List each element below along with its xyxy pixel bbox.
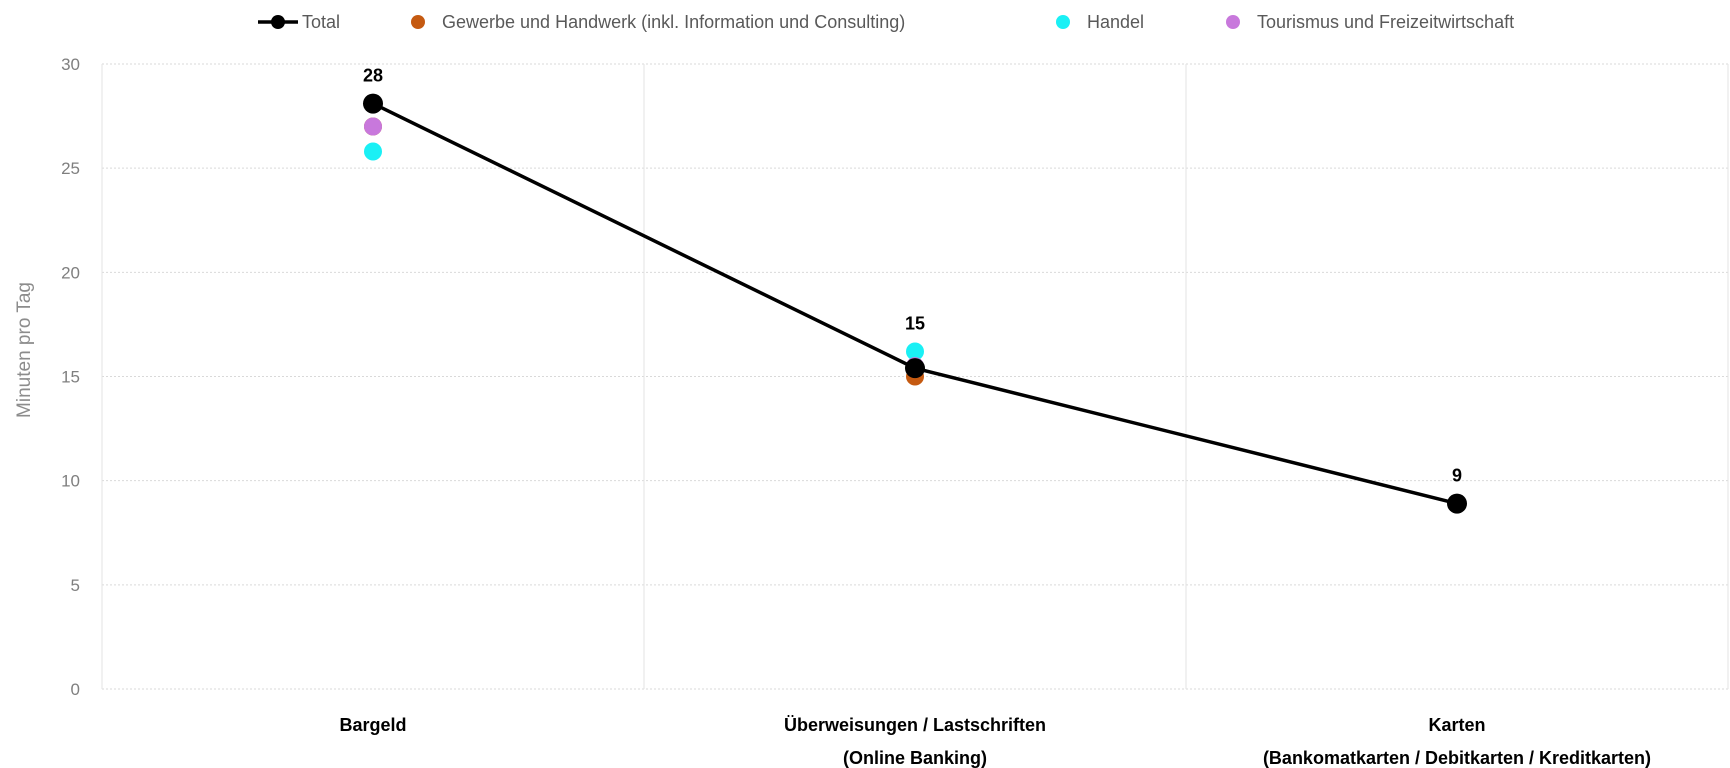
point-total-1 [905, 358, 925, 379]
legend-swatch-handel [1056, 15, 1070, 29]
point-total-2 [1447, 493, 1467, 514]
legend-label-gewerbe-und-handwerk-inkl-information-und-consulting: Gewerbe und Handwerk (inkl. Information … [442, 12, 905, 32]
series-layer [363, 93, 1467, 514]
legend-swatch-gewerbe-und-handwerk-inkl-information-und-consulting [411, 15, 425, 29]
y-axis-ticks: 0 5 10 15 20 25 30 [61, 55, 80, 699]
y-tick-label-20: 20 [61, 263, 80, 282]
point-tourismus-und-freizeitwirtschaft-0 [364, 117, 382, 136]
data-labels: 28 15 9 [363, 66, 1462, 486]
point-handel-0 [364, 142, 382, 161]
data-label-total-1: 15 [905, 314, 925, 334]
x-category-label-0-0: Bargeld [339, 715, 406, 735]
x-category-label-2-1: (Bankomatkarten / Debitkarten / Kreditka… [1263, 748, 1651, 768]
legend-swatch-marker-total [271, 15, 285, 29]
y-tick-label-25: 25 [61, 159, 80, 178]
point-handel-1 [906, 342, 924, 361]
point-total-0 [363, 93, 383, 114]
legend-label-handel: Handel [1087, 12, 1144, 32]
legend-label-tourismus-und-freizeitwirtschaft: Tourismus und Freizeitwirtschaft [1257, 12, 1514, 32]
y-axis-title: Minuten pro Tag [14, 282, 35, 418]
y-tick-label-5: 5 [71, 576, 80, 595]
y-tick-label-0: 0 [71, 680, 80, 699]
x-category-label-1-1: (Online Banking) [843, 748, 987, 768]
legend: Total Gewerbe und Handwerk (inkl. Informa… [258, 12, 1514, 32]
legend-swatch-tourismus-und-freizeitwirtschaft [1226, 15, 1240, 29]
y-tick-label-10: 10 [61, 472, 80, 491]
legend-label-total: Total [302, 12, 340, 32]
data-label-total-2: 9 [1452, 466, 1462, 486]
x-axis-categories: Bargeld Überweisungen / Lastschriften (Onl… [339, 715, 1651, 768]
data-label-total-0: 28 [363, 66, 383, 86]
x-category-label-2-0: Karten [1428, 715, 1485, 735]
line-total [372, 102, 1458, 506]
y-tick-label-30: 30 [61, 55, 80, 74]
x-category-label-1-0: Überweisungen / Lastschriften [784, 715, 1046, 735]
y-tick-label-15: 15 [61, 368, 80, 387]
